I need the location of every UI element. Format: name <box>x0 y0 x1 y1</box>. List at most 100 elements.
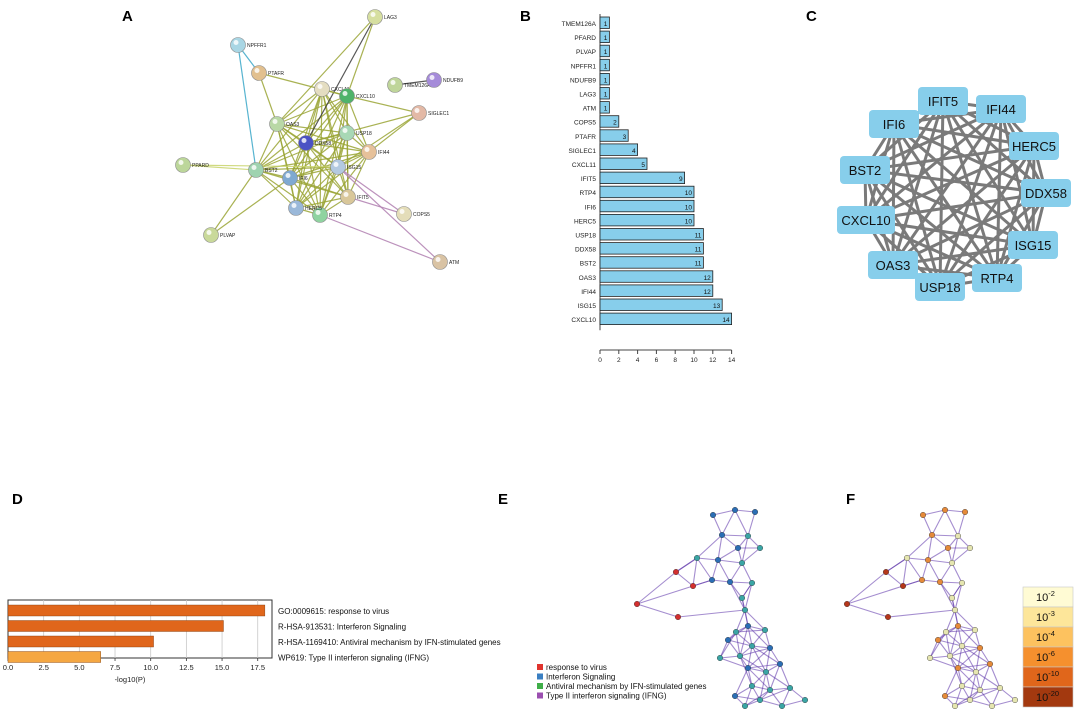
network-edge <box>747 663 781 669</box>
panel-label-f: F <box>846 491 856 508</box>
network-node <box>757 697 764 704</box>
network-edge <box>696 557 713 581</box>
network-edge <box>739 645 753 657</box>
data-label: 1 <box>604 92 608 99</box>
ppi-edge <box>346 95 349 198</box>
data-label: 10 <box>685 190 693 197</box>
hub-node-label: IFI6 <box>883 117 905 132</box>
network-node <box>935 637 942 644</box>
network-node <box>673 569 680 576</box>
ppi-edge <box>319 166 339 216</box>
network-edge <box>957 625 981 649</box>
ppi-edge <box>319 214 441 263</box>
ppi-edge <box>255 132 348 171</box>
ppi-node-highlight <box>285 173 291 178</box>
network-edge <box>922 509 946 516</box>
bar <box>599 171 685 185</box>
ppi-node-label: TMEM126A <box>404 83 431 89</box>
network-edge <box>979 687 1001 691</box>
network-edge <box>759 699 783 707</box>
hub-edge <box>865 218 1034 247</box>
network-node <box>745 533 752 540</box>
network-edge <box>939 581 956 611</box>
network-edge <box>747 647 771 669</box>
network-edge <box>961 645 981 649</box>
hub-edge <box>938 100 945 288</box>
ppi-node-highlight <box>178 160 184 165</box>
ppi-edge <box>305 142 339 168</box>
data-label: 1 <box>604 106 608 113</box>
scale-exponent: -4 <box>1048 629 1055 638</box>
network-edge <box>939 581 963 584</box>
data-label: 10 <box>685 204 693 211</box>
category-label: ATM <box>583 106 596 113</box>
hub-edge <box>891 123 896 266</box>
network-edge <box>747 667 753 687</box>
ppi-edge <box>321 88 339 168</box>
network-edge <box>927 534 933 561</box>
network-node <box>949 560 956 567</box>
ppi-edge <box>255 123 278 171</box>
ppi-edge <box>295 132 348 209</box>
ppi-edge <box>321 88 348 134</box>
network-edge <box>712 509 736 516</box>
network-edge <box>712 514 723 536</box>
network-edge <box>675 571 694 587</box>
hub-edge <box>938 108 1003 288</box>
network-edge <box>979 663 991 691</box>
network-node <box>749 683 756 690</box>
network-edge <box>951 597 956 611</box>
data-label: 1 <box>604 77 608 84</box>
network-edge <box>961 645 991 665</box>
ppi-node-highlight <box>399 209 405 214</box>
data-label: 1 <box>604 35 608 42</box>
hub-edge <box>1031 145 1036 246</box>
network-edge <box>721 534 739 549</box>
network-edge <box>846 603 889 618</box>
hub-edge <box>892 243 1034 267</box>
network-edge <box>734 695 761 701</box>
hub-edge <box>893 122 1034 247</box>
hub-edge <box>893 99 944 126</box>
ppi-edge <box>295 142 307 209</box>
network-edge <box>764 629 771 649</box>
network-edge <box>759 689 771 701</box>
ppi-node-highlight <box>206 230 212 235</box>
ppi-node-label: NPFFR1 <box>247 43 267 49</box>
hub-node-label: BST2 <box>849 163 882 178</box>
category-label: SIGLEC1 <box>569 148 597 155</box>
x-tick-label: 0.0 <box>3 663 13 672</box>
network-edge <box>927 559 953 564</box>
network-edge <box>739 655 767 673</box>
network-edge <box>719 631 737 659</box>
network-edge <box>957 667 981 691</box>
x-tick-label: 12.5 <box>179 663 194 672</box>
ppi-node-label: ISG15 <box>347 165 361 171</box>
ppi-edge <box>276 95 348 125</box>
bar <box>599 185 695 199</box>
network-edge <box>744 699 761 707</box>
ppi-edge <box>321 88 349 198</box>
bar <box>599 129 629 142</box>
network-edge <box>717 547 739 561</box>
hub-edge <box>863 123 896 171</box>
ppi-edge <box>305 88 323 144</box>
network-node <box>749 580 756 587</box>
data-label: 4 <box>632 148 636 155</box>
network-edge <box>951 582 963 599</box>
network-edge <box>902 579 923 587</box>
network-edge <box>769 687 791 691</box>
data-label: 1 <box>604 63 608 70</box>
panel-label-d: D <box>12 491 23 508</box>
category-label: COPS5 <box>574 120 596 127</box>
network-node <box>675 614 682 621</box>
network-edge <box>751 685 771 691</box>
ppi-edge <box>289 88 323 179</box>
hub-node <box>918 87 968 115</box>
network-node <box>952 703 959 710</box>
data-label: 12 <box>704 275 712 282</box>
network-edge <box>675 557 698 573</box>
x-tick-label: 4 <box>636 357 640 364</box>
bar <box>599 101 610 114</box>
